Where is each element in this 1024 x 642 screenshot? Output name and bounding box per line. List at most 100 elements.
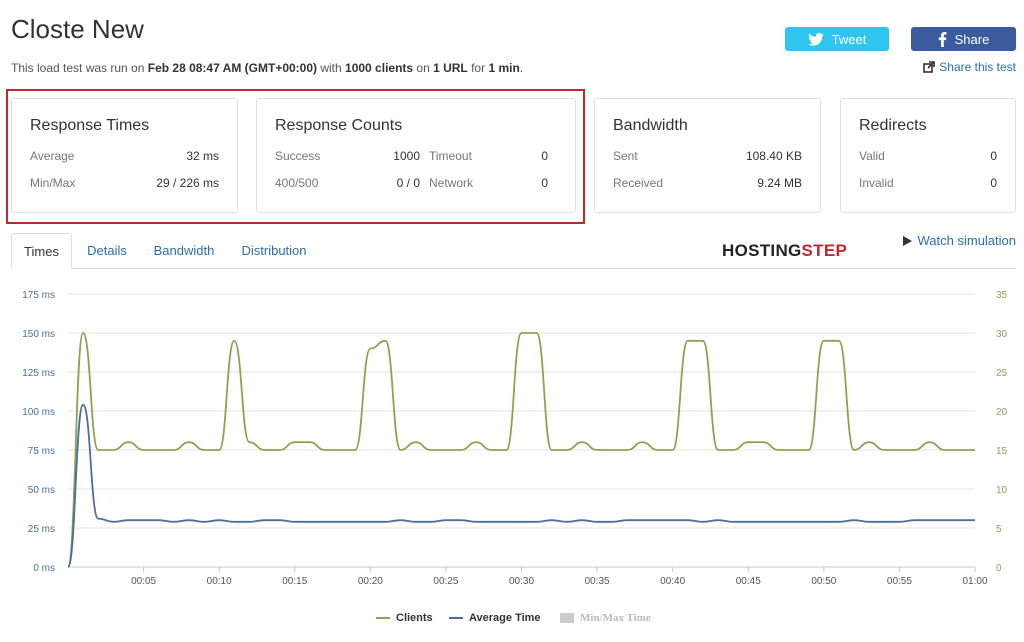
facebook-icon — [938, 31, 947, 47]
twitter-icon — [807, 32, 824, 46]
logo-part1: HOSTING — [722, 241, 802, 260]
chart-axes: 0 ms 25 ms 50 ms 75 ms 100 ms 125 ms 150 ms 175… — [22, 290, 1007, 587]
network-value: 0 — [541, 176, 548, 190]
share-label: Share — [954, 31, 990, 47]
y-left-tick-label: 175 ms — [22, 290, 55, 301]
series-line-clients — [67, 332, 975, 568]
share-external-icon — [923, 61, 936, 73]
chart-grid — [68, 293, 975, 568]
legend-average-time[interactable]: Average Time — [449, 612, 541, 624]
summary-urls: 1 URL — [433, 61, 468, 75]
network-label: Network — [429, 176, 474, 190]
success-value: 1000 — [393, 149, 420, 163]
response-counts-card: Response Counts Success 1000 Timeout 0 4… — [256, 98, 576, 213]
x-tick-label: 00:25 — [433, 576, 458, 587]
sent-label: Sent — [613, 149, 638, 163]
tab-bandwidth[interactable]: Bandwidth — [153, 243, 215, 258]
legend-label-average: Average Time — [469, 612, 541, 624]
summary-with: with — [317, 61, 346, 75]
valid-value: 0 — [990, 149, 997, 163]
response-times-card: Response Times Average 32 ms Min/Max 29 … — [11, 98, 238, 213]
tab-times[interactable]: Times — [11, 233, 72, 269]
card-title: Bandwidth — [613, 117, 688, 134]
sent-value: 108.40 KB — [745, 149, 802, 163]
timeout-value: 0 — [541, 149, 548, 163]
hostingstep-logo: HOSTINGSTEP — [722, 241, 847, 261]
y-left-tick-label: 50 ms — [28, 485, 55, 496]
highlight-annotation — [6, 89, 585, 224]
x-tick-label: 00:05 — [131, 576, 156, 587]
legend-label-clients: Clients — [396, 612, 433, 624]
x-tick-label: 00:55 — [887, 576, 912, 587]
redirects-card: Redirects Valid 0 Invalid 0 — [840, 98, 1016, 213]
share-test-link[interactable]: Share this test — [923, 60, 1016, 74]
timeout-label: Timeout — [429, 149, 472, 163]
test-summary: This load test was run on Feb 28 08:47 A… — [11, 61, 523, 75]
y-left-tick-label: 75 ms — [28, 446, 55, 457]
y-right-tick-label: 35 — [996, 290, 1008, 301]
success-label: Success — [275, 149, 321, 163]
minmax-label: Min/Max — [30, 176, 76, 190]
watch-simulation-link[interactable]: Watch simulation — [902, 233, 1017, 248]
play-icon — [902, 235, 912, 246]
legend-swatch-average — [449, 617, 463, 619]
valid-label: Valid — [859, 149, 885, 163]
summary-suffix: . — [519, 61, 524, 75]
x-tick-label: 00:20 — [358, 576, 383, 587]
series-line-average-time — [67, 403, 975, 568]
y-right-tick-label: 10 — [996, 485, 1008, 496]
summary-duration: 1 min — [488, 61, 520, 75]
response-time-chart: 0 ms 25 ms 50 ms 75 ms 100 ms 125 ms 150 ms 175… — [22, 290, 1007, 587]
received-value: 9.24 MB — [757, 176, 802, 190]
legend-swatch-clients — [376, 617, 390, 619]
y-left-tick-label: 150 ms — [22, 329, 55, 340]
watch-label: Watch simulation — [917, 233, 1017, 248]
x-tick-label: 00:10 — [207, 576, 232, 587]
bandwidth-card: Bandwidth Sent 108.40 KB Received 9.24 M… — [594, 98, 821, 213]
y-left-tick-label: 125 ms — [22, 368, 55, 379]
invalid-label: Invalid — [859, 176, 894, 190]
x-tick-label: 00:40 — [660, 576, 685, 587]
share-test-label: Share this test — [939, 60, 1016, 74]
logo-part2: STEP — [801, 241, 848, 260]
summary-prefix: This load test was run on — [11, 61, 148, 75]
legend-minmax-time[interactable]: Min/Max Time — [560, 612, 651, 624]
error-label: 400/500 — [275, 176, 319, 190]
tweet-button[interactable]: Tweet — [785, 27, 889, 51]
y-left-tick-label: 100 ms — [22, 407, 55, 418]
y-right-tick-label: 30 — [996, 329, 1008, 340]
page-title: Closte New — [11, 14, 144, 44]
y-right-tick-label: 25 — [996, 368, 1008, 379]
card-title: Response Times — [30, 117, 150, 134]
y-left-tick-label: 25 ms — [28, 524, 55, 535]
summary-date: Feb 28 08:47 AM (GMT+00:00) — [147, 61, 318, 75]
card-title: Redirects — [859, 117, 927, 134]
x-tick-label: 00:15 — [282, 576, 307, 587]
y-left-tick-label: 0 ms — [33, 563, 55, 574]
y-right-tick-label: 20 — [996, 407, 1008, 418]
average-label: Average — [30, 149, 75, 163]
invalid-value: 0 — [990, 176, 997, 190]
tab-distribution[interactable]: Distribution — [241, 243, 307, 258]
y-right-tick-label: 5 — [996, 524, 1002, 535]
x-tick-label: 00:45 — [736, 576, 761, 587]
chart-series — [67, 332, 975, 568]
x-tick-label: 00:35 — [585, 576, 610, 587]
legend-label-minmax: Min/Max Time — [580, 612, 651, 624]
y-right-tick-label: 0 — [996, 563, 1002, 574]
error-value: 0 / 0 — [396, 176, 420, 190]
legend-clients[interactable]: Clients — [376, 612, 433, 624]
summary-for: for — [467, 61, 489, 75]
summary-clients: 1000 clients — [345, 61, 414, 75]
x-tick-label: 01:00 — [962, 576, 987, 587]
card-title: Response Counts — [275, 117, 403, 134]
x-tick-label: 00:50 — [811, 576, 836, 587]
received-label: Received — [613, 176, 664, 190]
minmax-value: 29 / 226 ms — [156, 176, 219, 190]
tweet-label: Tweet — [831, 31, 867, 47]
summary-on: on — [413, 61, 434, 75]
tab-details[interactable]: Details — [87, 243, 127, 258]
legend-swatch-minmax — [560, 613, 574, 623]
x-tick-label: 00:30 — [509, 576, 534, 587]
facebook-share-button[interactable]: Share — [911, 27, 1016, 51]
